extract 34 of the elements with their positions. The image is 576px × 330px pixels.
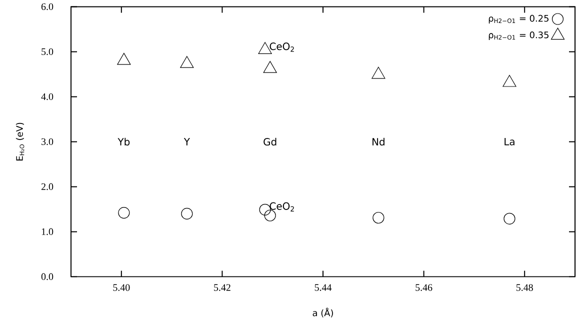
point <box>372 212 384 224</box>
point <box>504 213 516 225</box>
point <box>181 208 193 220</box>
point <box>259 204 271 216</box>
x-tick-label: 5.46 <box>416 284 432 292</box>
legend-label: ρ$_{H2−O1}$ = 0.25 <box>488 15 548 24</box>
point <box>180 56 194 68</box>
annotation: La <box>504 138 514 146</box>
point <box>502 75 516 87</box>
y-tick-label: 0.0 <box>41 273 54 280</box>
annotation: CeO$_{2}$ <box>270 202 294 212</box>
point <box>264 210 276 222</box>
legend-label: ρ$_{H2−O1}$ = 0.35 <box>488 32 548 40</box>
y-tick-label: 1.0 <box>42 228 54 236</box>
point <box>263 61 277 74</box>
x-axis-title: a (Å) <box>312 308 333 318</box>
y-tick-label: 3.0 <box>42 138 54 146</box>
x-tick-label: 5.44 <box>314 284 332 292</box>
x-tick-label: 5.42 <box>214 284 230 292</box>
y-tick-label: 6.0 <box>41 3 54 10</box>
x-tick-label: 5.40 <box>113 284 130 292</box>
x-tick-label: 5.48 <box>516 284 533 292</box>
y-tick-label: 4.0 <box>41 93 54 100</box>
y-tick-label: 2.0 <box>41 183 54 190</box>
annotation: Nd <box>372 138 384 146</box>
annotation: CeO$_{2}$ <box>270 42 294 52</box>
annotation: Y <box>184 138 190 146</box>
annotation: Yb <box>118 138 130 146</box>
y-axis-title: E$_{H₂O}$ (eV) <box>16 122 24 161</box>
y-tick-label: 5.0 <box>42 48 54 56</box>
point <box>117 53 131 65</box>
annotation: Gd <box>264 138 276 146</box>
point <box>118 207 130 219</box>
point <box>372 67 386 79</box>
